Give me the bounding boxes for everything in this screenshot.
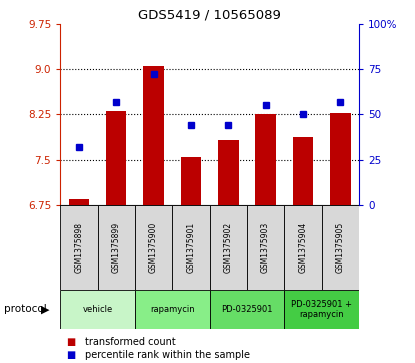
Text: transformed count: transformed count — [85, 337, 176, 347]
Text: ■: ■ — [66, 337, 76, 347]
Bar — [255, 114, 276, 205]
Text: GSM1375904: GSM1375904 — [298, 222, 308, 273]
Bar — [60, 205, 98, 290]
Bar — [284, 205, 322, 290]
Text: GSM1375905: GSM1375905 — [336, 222, 345, 273]
Text: GSM1375899: GSM1375899 — [112, 222, 121, 273]
Text: protocol: protocol — [4, 305, 47, 314]
Text: GSM1375898: GSM1375898 — [74, 222, 83, 273]
Text: PD-0325901 +
rapamycin: PD-0325901 + rapamycin — [291, 300, 352, 319]
Text: rapamycin: rapamycin — [150, 305, 195, 314]
Text: ▶: ▶ — [41, 305, 49, 314]
Bar — [135, 205, 172, 290]
Text: GSM1375900: GSM1375900 — [149, 222, 158, 273]
Bar — [322, 205, 359, 290]
Bar — [218, 140, 239, 205]
Text: GSM1375901: GSM1375901 — [186, 222, 195, 273]
Bar — [247, 205, 284, 290]
Bar — [60, 290, 135, 329]
Text: GSM1375902: GSM1375902 — [224, 222, 233, 273]
Bar — [284, 290, 359, 329]
Bar — [210, 205, 247, 290]
Title: GDS5419 / 10565089: GDS5419 / 10565089 — [138, 8, 281, 21]
Bar — [143, 66, 164, 205]
Bar — [330, 113, 351, 205]
Bar — [135, 290, 210, 329]
Text: percentile rank within the sample: percentile rank within the sample — [85, 350, 250, 360]
Text: GSM1375903: GSM1375903 — [261, 222, 270, 273]
Bar — [172, 205, 210, 290]
Bar — [106, 111, 127, 205]
Text: ■: ■ — [66, 350, 76, 360]
Bar — [293, 137, 313, 205]
Text: PD-0325901: PD-0325901 — [221, 305, 273, 314]
Bar — [181, 157, 201, 205]
Bar — [68, 199, 89, 205]
Text: vehicle: vehicle — [83, 305, 112, 314]
Bar — [98, 205, 135, 290]
Bar — [210, 290, 284, 329]
